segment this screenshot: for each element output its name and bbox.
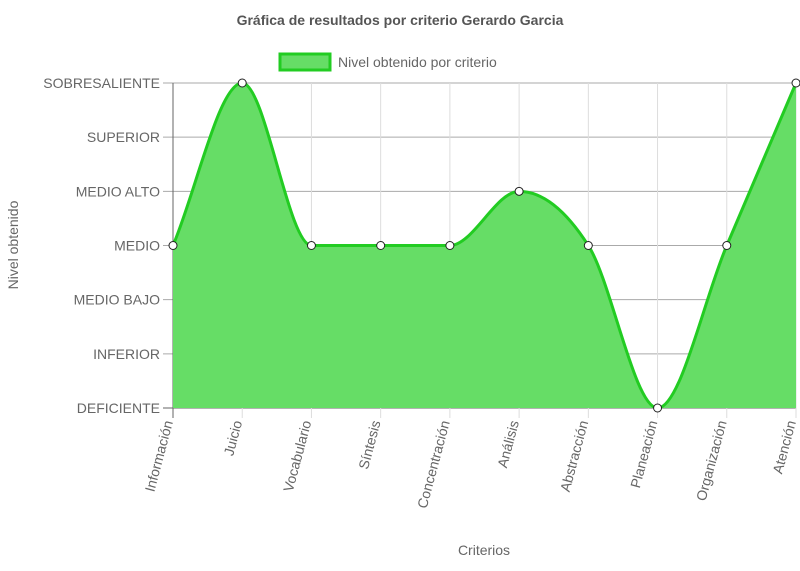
data-point[interactable] <box>376 241 386 250</box>
x-tick-label: Planeación <box>627 419 660 490</box>
data-point[interactable] <box>722 241 732 250</box>
area-layer <box>171 81 798 410</box>
x-tick-label: Juicio <box>220 418 245 457</box>
x-axis-title: Criterios <box>458 542 510 558</box>
x-tick-label: Abstracción <box>557 419 591 494</box>
series-line <box>171 81 798 410</box>
y-tick-label: MEDIO ALTO <box>76 183 160 199</box>
data-point[interactable] <box>168 241 178 250</box>
y-tick-label: INFERIOR <box>93 346 160 362</box>
data-point[interactable] <box>653 403 663 413</box>
y-axis-title: Nivel obtenido <box>5 200 21 289</box>
y-tick-label: MEDIO BAJO <box>74 292 160 308</box>
data-point[interactable] <box>306 241 316 250</box>
legend[interactable]: Nivel obtenido por criterio <box>278 52 497 72</box>
x-tick-label: Vocabulario <box>280 418 314 493</box>
data-point[interactable] <box>237 78 247 88</box>
data-point[interactable] <box>445 241 455 250</box>
x-tick-label: Atención <box>769 419 799 476</box>
y-tick-label: DEFICIENTE <box>77 400 160 416</box>
area-fill <box>173 83 796 408</box>
x-tick-label: Información <box>142 419 176 494</box>
chart-title: Gráfica de resultados por criterio Gerar… <box>237 12 564 28</box>
x-tick-label: Síntesis <box>355 419 383 471</box>
data-point[interactable] <box>514 186 524 196</box>
y-tick-label: SUPERIOR <box>87 129 160 145</box>
legend-swatch <box>278 52 332 72</box>
y-tick-label: MEDIO <box>114 238 160 254</box>
x-tick-label: Organización <box>693 419 730 503</box>
legend-label: Nivel obtenido por criterio <box>338 54 497 70</box>
data-point[interactable] <box>583 241 593 250</box>
y-tick-label: SOBRESALIENTE <box>43 75 160 91</box>
x-tick-label: Análisis <box>494 419 522 470</box>
x-tick-label: Concentración <box>414 419 453 510</box>
data-points <box>168 78 800 413</box>
data-point[interactable] <box>791 78 800 88</box>
